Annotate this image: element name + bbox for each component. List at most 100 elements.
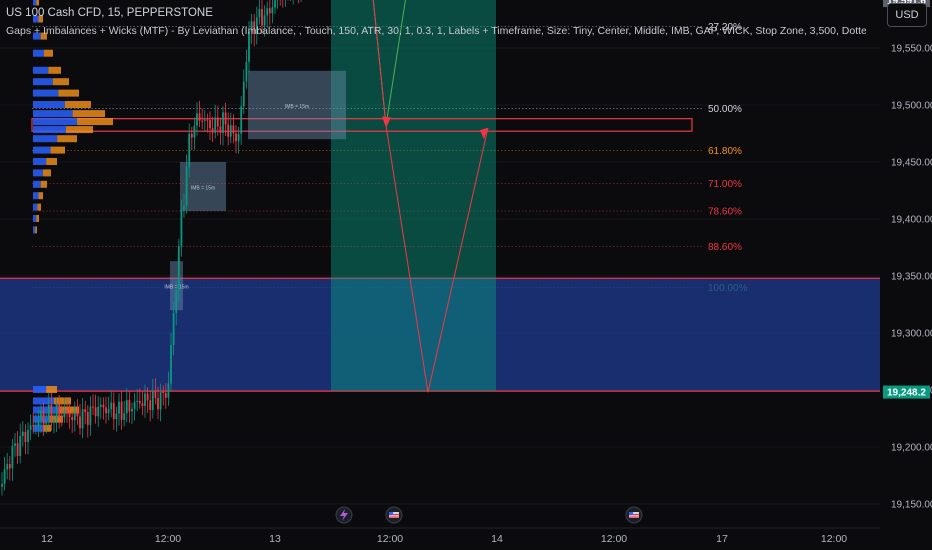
candle-body: [144, 393, 146, 406]
candle-body: [196, 113, 198, 126]
candle-body: [164, 393, 167, 398]
volume-profile-bar: [33, 66, 49, 74]
imbalance-box-label: IMB = 15m: [285, 104, 309, 110]
volume-profile-bar: [33, 15, 39, 23]
candle-body: [40, 411, 42, 421]
price-axis-tick: 19,300.00: [891, 329, 932, 340]
candle-body: [198, 113, 201, 121]
candle-body: [63, 410, 66, 418]
volume-profile-bar: [33, 169, 43, 177]
candle-body: [172, 313, 175, 346]
volume-profile-bar: [48, 66, 61, 74]
volume-profile-bar: [58, 406, 79, 414]
volume-profile-bar: [66, 126, 93, 134]
candle-body: [123, 413, 126, 420]
candle-body: [71, 417, 74, 421]
volume-profile-bar: [36, 0, 39, 6]
candle-body: [47, 404, 50, 421]
candle-body: [167, 383, 170, 398]
volume-profile-bar: [33, 397, 54, 405]
candle-body: [11, 445, 14, 469]
candle-body: [37, 420, 40, 427]
price-axis-tick: 19,550.00: [891, 44, 932, 55]
time-axis-tick: 13: [269, 533, 281, 545]
candle-body: [133, 401, 136, 409]
flag-stripe: [629, 516, 639, 518]
candle-body: [206, 119, 209, 121]
volume-profile-bar: [37, 203, 41, 211]
candle-body: [151, 390, 154, 411]
candle-body: [29, 425, 32, 430]
candle-body: [118, 401, 120, 414]
volume-profile-bar: [46, 386, 57, 393]
time-axis-tick: 14: [491, 533, 503, 545]
volume-profile-bar: [58, 89, 79, 97]
candle-body: [216, 117, 219, 127]
imbalance-box-label: IMB = 15m: [191, 186, 215, 192]
candle-body: [274, 0, 276, 8]
price-axis-tick: 19,450.00: [891, 158, 932, 169]
volume-profile-bar: [77, 118, 113, 126]
candle-body: [68, 413, 71, 418]
arrow-head: [480, 127, 488, 140]
volume-profile-bar: [42, 424, 51, 432]
volume-profile-bar: [42, 169, 51, 177]
candle-body: [112, 402, 115, 420]
candle-body: [149, 400, 152, 411]
price-axis-tick: 19,400.00: [891, 215, 932, 226]
candle-body: [14, 443, 16, 446]
candle-body: [110, 402, 113, 410]
volume-profile-bar: [33, 386, 47, 393]
gap-zone-rect[interactable]: [31, 118, 693, 132]
fib-level-label: 88.60%: [708, 242, 742, 253]
candle-body: [92, 406, 94, 408]
imbalance-box: [248, 70, 346, 140]
time-axis-tick: 12:00: [821, 533, 847, 545]
candle-body: [94, 407, 97, 417]
candle-body: [60, 416, 63, 418]
candle-body: [237, 133, 240, 142]
candle-body: [66, 410, 68, 414]
candle-body: [193, 125, 196, 138]
volume-profile-bar: [50, 146, 65, 154]
volume-profile-bar: [38, 192, 43, 200]
candle-body: [128, 400, 131, 412]
candle-body: [271, 7, 274, 14]
candle-body: [146, 393, 149, 401]
time-axis-tick: 12:00: [155, 533, 181, 545]
candle-body: [263, 15, 266, 26]
volume-profile-bar: [40, 32, 47, 40]
volume-profile-bar: [36, 215, 39, 222]
candle-body: [53, 419, 55, 422]
candle-body: [58, 403, 61, 417]
time-axis-tick: 12:00: [601, 533, 627, 545]
candle-body: [201, 120, 204, 122]
currency-button[interactable]: USD: [887, 3, 927, 27]
candle-body: [42, 411, 45, 424]
candle-body: [6, 464, 9, 470]
arrow-head: [382, 116, 391, 128]
candle-body: [175, 290, 178, 314]
candle-body: [84, 409, 87, 413]
candle-body: [261, 9, 263, 26]
candle-body: [188, 133, 191, 167]
candle-body: [45, 420, 48, 424]
take-profit-zone[interactable]: [331, 0, 496, 392]
flag-stripe: [389, 516, 399, 518]
indicator-legend[interactable]: Gaps + Imbalances + Wicks (MTF) - By Lev…: [6, 25, 866, 37]
volume-profile-bar: [53, 397, 71, 405]
candle-body: [141, 403, 144, 406]
candle-body: [190, 133, 193, 138]
candle-body: [253, 21, 256, 34]
candle-body: [157, 397, 159, 410]
candle-body: [211, 128, 214, 133]
price-axis[interactable]: [880, 0, 932, 528]
lightning-glyph: [340, 509, 348, 521]
volume-profile-bar: [33, 406, 59, 414]
candle-body: [79, 416, 81, 429]
imbalance-box: [180, 162, 226, 212]
time-axis-tick: 12:00: [377, 533, 403, 545]
candle-body: [89, 406, 92, 425]
volume-profile-bar: [33, 126, 66, 134]
